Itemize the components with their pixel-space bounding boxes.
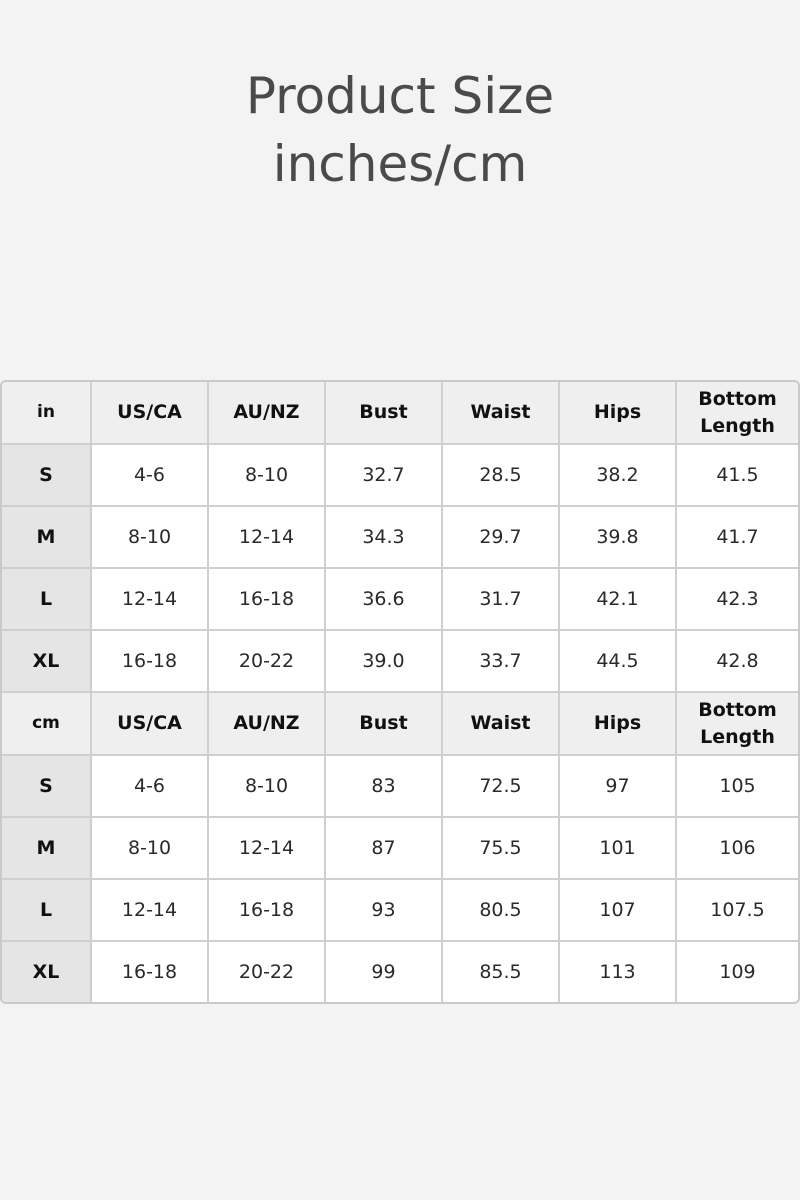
table-cell: 20-22 [209,942,326,1002]
size-label: M [2,818,92,880]
header-row-in: in US/CA AU/NZ Bust Waist Hips Bottom Length [2,382,798,445]
table-cell: 106 [677,818,798,880]
table-cell: 16-18 [92,942,209,1002]
column-header: Bottom Length [677,693,798,756]
table-cell: 16-18 [209,569,326,631]
size-label: S [2,445,92,507]
size-chart-table: in US/CA AU/NZ Bust Waist Hips Bottom Length S 4… [0,380,800,1004]
table-cell: 39.8 [560,507,677,569]
table-cell: 16-18 [92,631,209,693]
title-line-2: inches/cm [272,135,528,193]
table-cell: 36.6 [326,569,443,631]
table-row: XL 16-18 20-22 99 85.5 113 109 [2,942,798,1002]
table-cell: 109 [719,961,756,983]
unit-label: in [2,382,92,445]
table-cell: 107 [560,880,677,942]
table-cell: 12-14 [92,569,209,631]
table-cell: 8-10 [209,756,326,818]
column-header: Bust [326,382,443,445]
table-cell: 28.5 [443,445,560,507]
size-label: XL [2,631,92,693]
table-cell: 113 [560,942,677,1002]
size-label: L [2,569,92,631]
table-row: S 4-6 8-10 83 72.5 97 105 [2,756,798,818]
table-row: M 8-10 12-14 34.3 29.7 39.8 41.7 [2,507,798,569]
table-cell: 85.5 [443,942,560,1002]
table-cell: 107.5 [677,880,798,942]
table-cell: 93 [326,880,443,942]
table-row: XL 16-18 20-22 39.0 33.7 44.5 42.8 [2,631,798,693]
column-header: Waist [443,382,560,445]
table-cell: 99 [326,942,443,1002]
column-header: Bust [326,693,443,756]
table-cell: 33.7 [443,631,560,693]
table-cell: 8-10 [209,445,326,507]
table-cell: 80.5 [443,880,560,942]
table-cell: 12-14 [209,818,326,880]
table-cell: 12-14 [209,507,326,569]
page-title: Product Size inches/cm [0,62,800,198]
table-cell: 38.2 [560,445,677,507]
column-header: AU/NZ [209,382,326,445]
table-cell: 16-18 [209,880,326,942]
table-cell: 41.7 [677,507,798,569]
table-cell: 20-22 [209,631,326,693]
table-cell: 75.5 [443,818,560,880]
size-label: M [2,507,92,569]
table-cell: 87 [326,818,443,880]
table-cell: 31.7 [443,569,560,631]
unit-label: cm [2,693,92,756]
size-label: XL [2,942,92,1002]
table-row: L 12-14 16-18 36.6 31.7 42.1 42.3 [2,569,798,631]
table-cell: 83 [326,756,443,818]
table-cell: 72.5 [443,756,560,818]
table-cell: 8-10 [92,507,209,569]
column-header: Waist [443,693,560,756]
table-cell: 42.3 [677,569,798,631]
table-cell: 41.5 [677,445,798,507]
table-cell: 32.7 [326,445,443,507]
table-row: S 4-6 8-10 32.7 28.5 38.2 41.5 [2,445,798,507]
table-cell: 105 [677,756,798,818]
table-row: L 12-14 16-18 93 80.5 107 107.5 [2,880,798,942]
table-cell: 42.8 [677,631,798,693]
table-cell: 39.0 [326,631,443,693]
title-line-1: Product Size [245,67,555,125]
table-cell: 12-14 [92,880,209,942]
table-cell: 101 [560,818,677,880]
table-cell: 42.1 [560,569,677,631]
header-row-cm: cm US/CA AU/NZ Bust Waist Hips Bottom Length [2,693,798,756]
size-label: L [2,880,92,942]
table-row: M 8-10 12-14 87 75.5 101 106 [2,818,798,880]
size-label: S [2,756,92,818]
column-header: Hips [560,693,677,756]
table-cell: 29.7 [443,507,560,569]
table-cell: 4-6 [92,445,209,507]
column-header: AU/NZ [209,693,326,756]
column-header: Bottom Length [677,382,798,445]
table-cell: 97 [560,756,677,818]
table-cell: 4-6 [92,756,209,818]
table-cell: 44.5 [560,631,677,693]
table-cell: 34.3 [326,507,443,569]
column-header: Hips [560,382,677,445]
column-header: US/CA [92,382,209,445]
table-cell: 8-10 [92,818,209,880]
column-header: US/CA [92,693,209,756]
